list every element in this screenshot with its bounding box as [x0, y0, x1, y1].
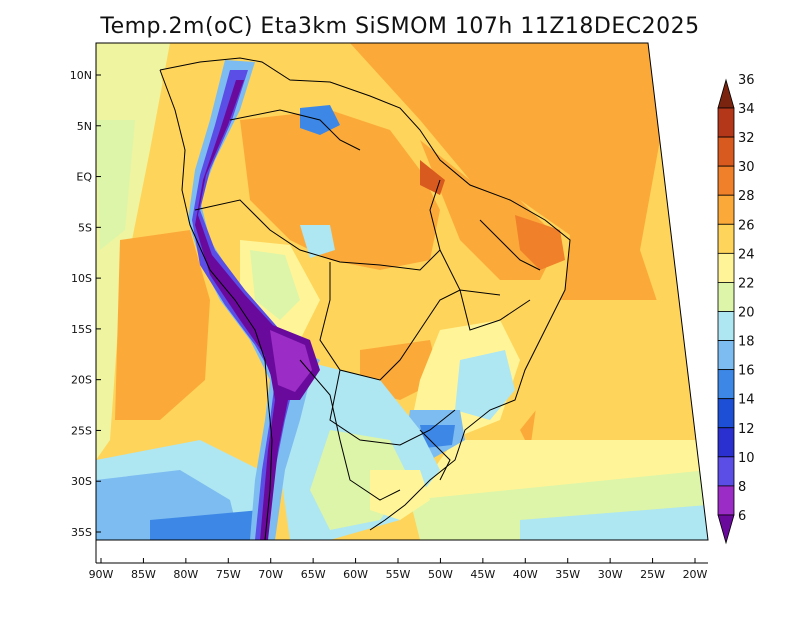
- lon-tick-label: 30W: [598, 568, 623, 581]
- latitude-axis: 10N 5N EQ 5S 10S 15S 20S 25S 30S 35S: [70, 69, 101, 539]
- lon-tick-label: 80W: [173, 568, 198, 581]
- lat-tick-label: EQ: [76, 171, 92, 184]
- lon-tick-label: 35W: [555, 568, 580, 581]
- lat-tick-label: 25S: [71, 424, 92, 437]
- colorbar-bin: [717, 194, 735, 225]
- colorbar-label: 10: [738, 451, 755, 466]
- colorbar-bin: [717, 282, 735, 312]
- lat-tick-label: 20S: [71, 374, 92, 387]
- colorbar-label: 36: [738, 73, 755, 88]
- temperature-colorbar: 6 8 10 12 14 16 18 20 22 24 26 28 30 32 34 36: [717, 73, 755, 545]
- colorbar-bin: [717, 107, 735, 138]
- temperature-field: [96, 43, 708, 540]
- colorbar-bin: [717, 165, 735, 196]
- longitude-axis: 90W 85W 80W 75W 70W 65W 60W 55W 50W 45W 40W 35W 30W 2…: [89, 558, 708, 581]
- colorbar-bin: [717, 485, 735, 516]
- colorbar-bin: [717, 136, 735, 167]
- colorbar-max-arrow: [717, 78, 735, 109]
- lon-tick-label: 40W: [513, 568, 538, 581]
- colorbar-bin: [717, 398, 735, 429]
- lon-tick-label: 20W: [683, 568, 708, 581]
- colorbar-label: 8: [738, 480, 746, 495]
- lat-tick-label: 10S: [71, 272, 92, 285]
- lat-tick-label: 35S: [71, 526, 92, 539]
- colorbar-label: 30: [738, 160, 755, 175]
- lon-tick-label: 50W: [428, 568, 453, 581]
- colorbar-label: 24: [738, 247, 755, 262]
- colorbar-label: 6: [738, 509, 746, 524]
- colorbar-label: 32: [738, 131, 755, 146]
- lon-tick-label: 65W: [301, 568, 326, 581]
- lat-tick-label: 5N: [77, 120, 92, 133]
- lon-tick-label: 45W: [470, 568, 495, 581]
- lat-tick-label: 5S: [78, 221, 92, 234]
- colorbar-label: 26: [738, 218, 755, 233]
- colorbar-label: 22: [738, 276, 755, 291]
- lon-tick-label: 25W: [640, 568, 665, 581]
- colorbar-bin: [717, 252, 735, 283]
- lon-tick-label: 55W: [386, 568, 411, 581]
- colorbar-label: 20: [738, 305, 755, 320]
- lat-tick-label: 15S: [71, 323, 92, 336]
- lat-tick-label: 10N: [70, 69, 92, 82]
- colorbar-label: 34: [738, 102, 755, 117]
- colorbar-bin: [717, 223, 735, 254]
- political-boundaries: [159, 57, 571, 540]
- lon-tick-label: 70W: [258, 568, 283, 581]
- colorbar-bin: [717, 340, 735, 371]
- colorbar-bin: [717, 311, 735, 341]
- colorbar-label: 16: [738, 364, 755, 379]
- lat-tick-label: 30S: [71, 475, 92, 488]
- colorbar-label: 18: [738, 335, 755, 350]
- colorbar-label: 28: [738, 189, 755, 204]
- colorbar-bin: [717, 427, 735, 458]
- colorbar-label: 12: [738, 422, 755, 437]
- map-title: Temp.2m(oC) Eta3km SiSMOM 107h 11Z18DEC2…: [100, 14, 700, 39]
- lon-tick-label: 85W: [131, 568, 156, 581]
- colorbar-bin: [717, 456, 735, 487]
- colorbar-label: 14: [738, 393, 755, 408]
- lon-tick-label: 60W: [343, 568, 368, 581]
- colorbar-bin: [717, 369, 735, 400]
- colorbar-min-arrow: [717, 514, 735, 545]
- lon-tick-label: 75W: [216, 568, 241, 581]
- lon-tick-label: 90W: [89, 568, 114, 581]
